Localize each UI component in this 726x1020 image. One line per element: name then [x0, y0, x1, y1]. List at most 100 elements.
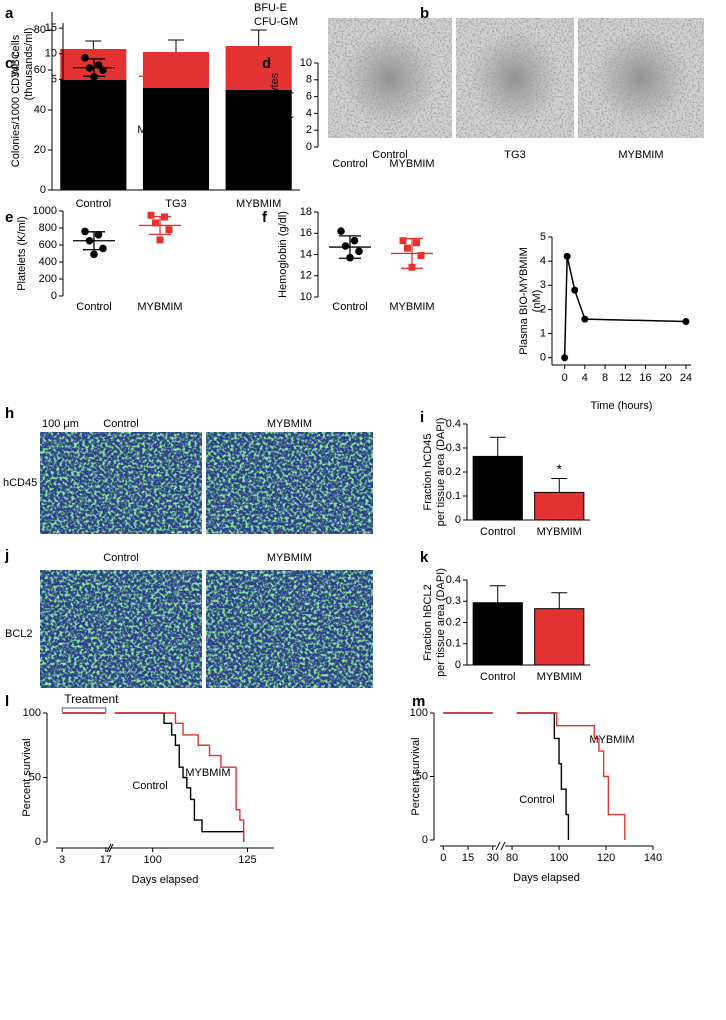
y-axis-label: WBC	[10, 51, 22, 77]
micrograph-texture	[40, 570, 202, 688]
panel-letter: a	[5, 5, 14, 22]
x-tick-label: MYBMIM	[137, 301, 182, 313]
data-point	[165, 226, 173, 234]
x-tick-label: MYBMIM	[236, 198, 281, 210]
x-tick-label: 80	[506, 852, 518, 864]
row-label: hCD45	[3, 477, 37, 489]
x-axis-label: Days elapsed	[132, 874, 199, 886]
y-axis-label: Hemoglobin (g/dl)	[277, 211, 289, 298]
legend-label: CFU-GM	[254, 16, 298, 28]
axis-break	[106, 843, 112, 853]
y-axis-label: Colonies/1000 CD34⁺ cells	[10, 34, 22, 167]
bar	[472, 602, 523, 666]
annotation: Treatment	[64, 692, 119, 706]
y-tick-label: 0	[51, 290, 57, 302]
legend-label: BFU-E	[254, 2, 287, 14]
y-tick-label: 50	[29, 771, 41, 783]
y-axis-label: Fraction hCD45	[422, 433, 434, 510]
x-tick-label: 8	[602, 372, 608, 384]
y-tick-label: 1000	[33, 205, 57, 217]
y-axis-label: Percent survival	[410, 737, 422, 815]
data-point	[147, 211, 155, 219]
data-point	[399, 237, 407, 245]
y-tick-label: 5	[540, 231, 546, 243]
x-tick-label: Control	[480, 671, 515, 683]
data-point	[152, 219, 159, 227]
data-point	[561, 354, 569, 362]
y-tick-label: 6	[306, 91, 312, 103]
panel-letter: e	[5, 209, 13, 226]
y-tick-label: 10	[300, 57, 312, 69]
x-axis-label: Days elapsed	[513, 872, 580, 884]
panel-letter: f	[262, 209, 268, 226]
axis-break	[108, 843, 114, 853]
axis-break	[495, 841, 501, 851]
y-tick-label: 5	[51, 73, 57, 85]
x-tick-label: MYBMIM	[389, 158, 434, 170]
data-point	[99, 244, 107, 253]
y-axis-label: Fraction hBCL2	[422, 584, 434, 660]
bar-segment	[225, 90, 292, 190]
y-tick-label: 100	[410, 707, 428, 719]
data-point	[81, 54, 89, 62]
x-tick-label: 120	[597, 852, 615, 864]
y-tick-label: 16	[300, 227, 312, 239]
y-tick-label: 1	[540, 328, 546, 340]
y-tick-label: 0	[35, 836, 41, 848]
data-point	[581, 315, 589, 323]
axis-break	[500, 841, 506, 851]
x-axis-label: Time (hours)	[591, 400, 653, 412]
y-tick-label: 20	[34, 144, 46, 156]
y-tick-label: 100	[23, 707, 41, 719]
x-tick-label: 12	[619, 372, 631, 384]
y-axis-label: Percent survival	[21, 738, 33, 816]
y-tick-label: 50	[416, 770, 428, 782]
y-axis-label: per tissue area (DAPI)	[435, 418, 447, 527]
x-tick-label: 0	[440, 852, 446, 864]
data-point	[94, 231, 103, 239]
panel-letter: i	[420, 409, 424, 426]
y-tick-label: 600	[39, 239, 57, 251]
data-point	[682, 318, 690, 326]
y-tick-label: 12	[300, 270, 312, 282]
y-tick-label: 0	[540, 352, 546, 364]
data-point	[350, 236, 359, 245]
y-axis-label: per tissue area (DAPI)	[435, 568, 447, 677]
data-point	[90, 250, 98, 259]
y-tick-label: 0.4	[446, 418, 461, 430]
image-label: MYBMIM	[267, 418, 312, 430]
x-tick-label: Control	[480, 526, 515, 538]
x-tick-label: Control	[76, 124, 111, 136]
panel-letter: d	[262, 55, 271, 72]
y-axis-label: (thousands/ml)	[23, 28, 35, 101]
treatment-bracket	[61, 707, 107, 712]
data-point	[161, 69, 168, 77]
data-point	[355, 247, 363, 256]
y-tick-label: 3	[540, 279, 546, 291]
data-point	[563, 252, 571, 260]
series-label: MYBMIM	[589, 734, 634, 746]
scale-bar-label: 100 μm	[42, 418, 79, 430]
row-label: BCL2	[5, 628, 33, 640]
survival-curve	[443, 712, 570, 840]
x-tick-label: MYBMIM	[389, 301, 434, 313]
x-tick-label: Control	[76, 301, 111, 313]
image-label: MYBMIM	[618, 149, 663, 161]
y-axis-label: (K/ml)	[282, 90, 294, 119]
micrograph-texture	[40, 432, 202, 534]
y-tick-label: 0.3	[446, 595, 461, 607]
y-tick-label: 800	[39, 222, 57, 234]
survival-curve	[443, 712, 626, 840]
micrograph-texture	[206, 432, 373, 534]
bar	[534, 608, 585, 666]
y-tick-label: 0	[455, 659, 461, 671]
y-tick-label: 60	[34, 64, 46, 76]
micrograph-texture	[328, 18, 452, 138]
series-label: MYBMIM	[185, 767, 230, 779]
x-tick-label: MYBMIM	[137, 124, 182, 136]
panel-letter: b	[420, 5, 429, 22]
x-tick-label: MYBMIM	[537, 526, 582, 538]
y-tick-label: 0.2	[446, 466, 461, 478]
y-tick-label: 0.2	[446, 616, 461, 628]
y-axis-label: (nM)	[531, 290, 543, 313]
